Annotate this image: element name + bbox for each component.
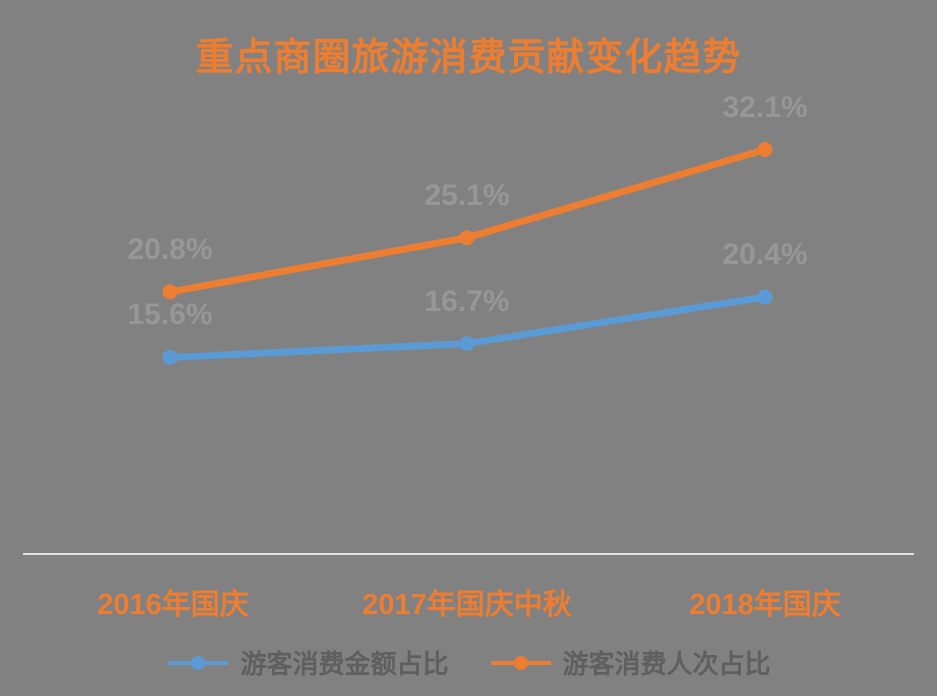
data-label: 16.7% bbox=[424, 284, 510, 318]
legend: 游客消费金额占比 游客消费人次占比 bbox=[0, 644, 937, 681]
legend-label: 游客消费金额占比 bbox=[240, 649, 449, 679]
line-dot-marker-icon bbox=[490, 655, 551, 670]
legend-item-amount-share: 游客消费金额占比 bbox=[166, 644, 449, 681]
data-label: 15.6% bbox=[127, 298, 213, 332]
legend-item-visits-share: 游客消费人次占比 bbox=[489, 644, 771, 681]
data-label: 20.4% bbox=[722, 237, 808, 271]
data-point bbox=[162, 284, 178, 300]
legend-marker-dot bbox=[191, 655, 206, 670]
data-label: 20.8% bbox=[127, 232, 213, 266]
data-point bbox=[459, 230, 475, 246]
data-point bbox=[162, 349, 178, 365]
x-axis-label-2018: 2018年国庆 bbox=[689, 589, 841, 621]
x-axis-label-2016: 2016年国庆 bbox=[97, 589, 249, 621]
chart-title: 重点商圈旅游消费贡献变化趋势 bbox=[195, 37, 742, 79]
series-line-1 bbox=[166, 146, 769, 296]
line-dot-marker-icon bbox=[168, 655, 229, 670]
data-label: 25.1% bbox=[424, 178, 510, 212]
data-point bbox=[757, 142, 773, 158]
data-point bbox=[757, 289, 773, 305]
data-point bbox=[459, 336, 475, 352]
x-axis-label-2017: 2017年国庆中秋 bbox=[362, 589, 572, 621]
legend-marker-dot bbox=[513, 655, 528, 670]
legend-label: 游客消费人次占比 bbox=[562, 649, 771, 679]
data-label: 32.1% bbox=[722, 90, 808, 124]
